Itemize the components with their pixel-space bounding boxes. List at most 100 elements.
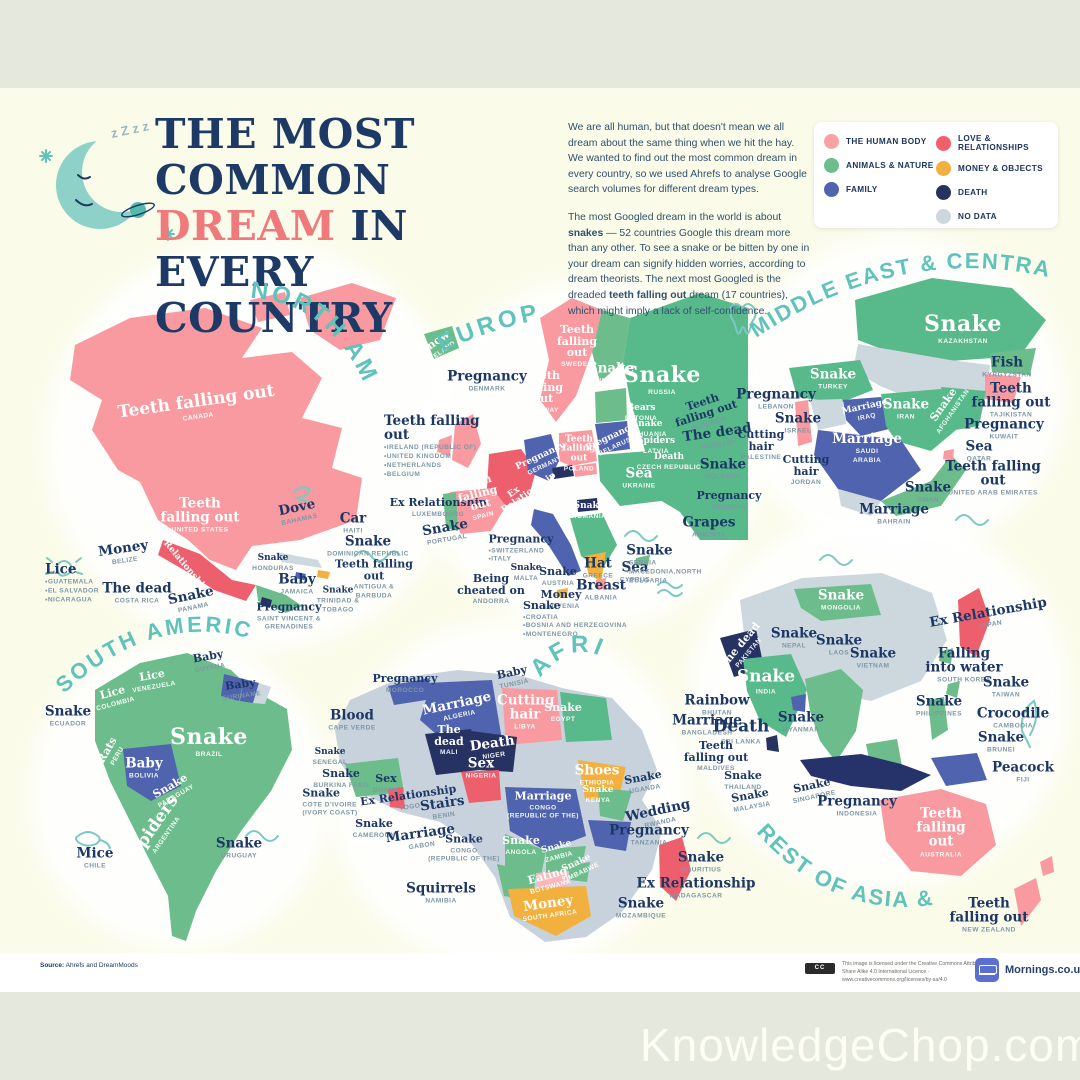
source-label: Source: [40, 962, 65, 969]
country-name: BANGLADESH [681, 729, 733, 737]
country-name: DOMINICAN REPUBLIC [327, 550, 409, 558]
country-name: EGYPT [550, 715, 576, 723]
legend-label: LOVE & RELATIONSHIPS [958, 134, 1030, 152]
dream-name: Grapes [682, 514, 736, 531]
dream-name: The dead [102, 580, 172, 597]
dream-name: Snake [817, 587, 865, 604]
dream-name: Snake [626, 542, 673, 559]
dream-label: Snake KENYA [583, 785, 614, 806]
country-name: URUGUAY [221, 852, 257, 860]
country-name: UNITED ARAB EMIRATES [948, 489, 1038, 497]
dream-label: Squirrels NAMIBIA [406, 881, 476, 906]
dream-name: Snake [623, 362, 701, 389]
country-name: SAINT VINCENT & GRENADINES [257, 614, 321, 631]
legend-label: DEATH [958, 188, 988, 197]
country-name: QATAR [966, 455, 992, 463]
country-name: ANTIGUA & BARBUDA [353, 583, 395, 600]
country-name: BRAZIL [195, 751, 223, 759]
dream-name: Snake [982, 674, 1030, 691]
dream-label: Snake KAZAKHSTAN [924, 312, 1002, 347]
dream-name: Snake [355, 816, 393, 830]
dream-name: Snake [302, 786, 341, 800]
dream-label: Snake MAURITIUS [678, 850, 724, 875]
dream-label: Snake PHILIPPINES [916, 694, 962, 719]
dream-name: Snake [314, 746, 346, 757]
dream-label: Hat GREECE [583, 556, 614, 581]
country-name: HONDURAS [252, 565, 294, 573]
dream-name: Cutting hair [497, 692, 555, 723]
country-name: LUXEMBOURG [411, 510, 465, 518]
country-name: ANDORRA [472, 598, 510, 606]
dream-name: Teeth falling out [916, 805, 966, 850]
country-name: TAJIKISTAN [989, 411, 1033, 419]
dream-label: Snake EGYPT [544, 702, 582, 724]
country-name: MOROCCO [385, 686, 425, 694]
country-name: JAMAICA [280, 588, 314, 596]
dream-name: Snake [774, 410, 822, 427]
dream-name: Money [540, 587, 582, 601]
dream-label: Money SLOVENIA [541, 589, 582, 611]
dream-name: Snake [44, 703, 92, 720]
country-name: LATVIA [642, 448, 670, 456]
country-name: MONGOLIA [821, 604, 861, 612]
dream-name: Marriage [832, 431, 902, 448]
dream-label: Baby JAMAICA [278, 572, 315, 597]
dream-label: Bears ESTONIA [624, 403, 658, 424]
country-name: NAMIBIA [425, 897, 457, 905]
country-name: •GUATEMALA •EL SALVADOR •NICARAGUA [45, 578, 99, 604]
dream-name: Sea [625, 465, 653, 482]
country-name: •SERBIA •MACEDONIA,NORTH •BULGARIA [626, 559, 702, 585]
dream-name: Snake [522, 598, 561, 612]
dream-name: Sex [467, 755, 495, 772]
country-name: ISRAEL [784, 427, 812, 435]
dream-label: Sea CYPRUS [620, 560, 650, 585]
country-name: FIJI [1016, 776, 1030, 784]
dream-name: Crocodile [976, 705, 1050, 722]
legend-column-1: THE HUMAN BODY ANIMALS & NATURE FAMILY [824, 134, 936, 216]
legend-color-dot [824, 182, 839, 197]
dream-label: Snake AUSTRIA [539, 566, 577, 588]
dream-name: Sex [375, 771, 397, 785]
dream-name: Pregnancy [609, 822, 689, 839]
dream-label: Spiders LATVIA [637, 436, 675, 457]
country-name: SLOVENIA [542, 602, 580, 610]
dream-label: Ex Relationship MADAGASCAR [637, 876, 756, 901]
country-name: CONGO (REPUBLIC OF THE) [428, 846, 500, 863]
dream-label: Snake SENEGAL [312, 746, 347, 768]
dream-label: Baby BOLIVIA [125, 756, 162, 781]
dream-label: Teeth falling out SWEDEN [549, 324, 605, 370]
dream-name: Being cheated on [457, 572, 525, 597]
country-name: PHILIPPINES [915, 710, 962, 718]
dream-name: Blood [330, 707, 374, 724]
country-name: TRINIDAD & TOBAGO [316, 597, 360, 614]
dream-name: Cutting hair [737, 428, 785, 453]
dream-name: Pregnancy [817, 793, 897, 810]
country-name: SRI LANKA [721, 738, 761, 746]
dream-name: Snake [915, 693, 963, 710]
title-line1: THE MOST COMMON [155, 110, 415, 204]
country-name: BOLIVIA [129, 772, 159, 780]
country-name: ESTONIA [624, 415, 658, 423]
dream-name: Sea [965, 438, 993, 455]
dream-name: Pregnancy [256, 600, 322, 614]
dream-label: Rainbow BHUTAN [684, 693, 749, 718]
legend-item: MONEY & OBJECTS [936, 161, 1048, 176]
country-name: VIETNAM [856, 662, 890, 670]
dream-label: Mice CHILE [77, 846, 114, 871]
dream-label: Snake MYANMAR [778, 710, 824, 735]
country-name: CAMBODIA [993, 722, 1033, 730]
dream-name: Snake [215, 835, 263, 852]
dream-label: Snake FINLAND [588, 361, 634, 386]
dream-label: Snake COTE D'IVOIRE (IVORY COAST) [302, 787, 357, 818]
country-name: ALBANIA [584, 594, 618, 602]
dream-label: Snake MOZAMBIQUE [616, 896, 666, 921]
legend-item: THE HUMAN BODY [824, 134, 936, 149]
country-name: LITHUANIA [627, 431, 667, 439]
dream-label: Marriage BAHRAIN [859, 502, 929, 527]
legend-item: ANIMALS & NATURE [824, 158, 936, 173]
dream-label: Grapes ARMENIA [682, 515, 735, 540]
creative-commons-badge: CC [805, 963, 835, 974]
dream-label: Snake BRAZIL [170, 725, 248, 760]
country-name: TAIWAN [991, 691, 1021, 699]
dream-name: Snake [587, 360, 635, 377]
